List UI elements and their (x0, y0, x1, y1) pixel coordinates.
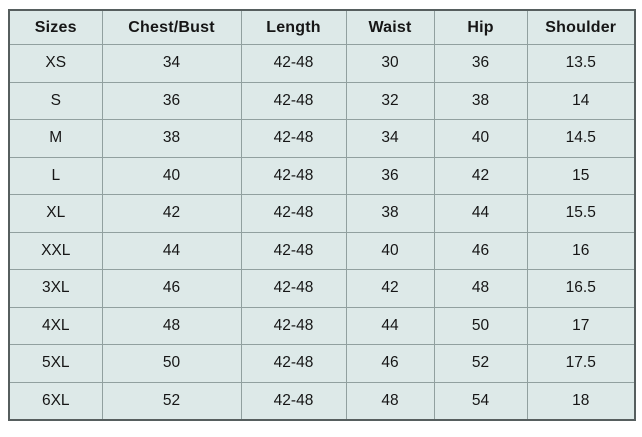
table-cell: 40 (101, 156, 242, 195)
table-cell: 40 (433, 119, 528, 158)
table-cell: 50 (101, 344, 242, 383)
table-cell: 38 (345, 194, 435, 233)
size-chart-table: Sizes Chest/Bust Length Waist Hip Should… (8, 9, 636, 421)
table-cell: 42-48 (240, 231, 347, 270)
table-cell: 52 (433, 344, 528, 383)
table-cell: 42-48 (240, 119, 347, 158)
table-cell: 48 (345, 381, 435, 421)
table-cell: 42-48 (240, 44, 347, 83)
col-header-chest-bust: Chest/Bust (101, 9, 242, 45)
table-cell: 48 (433, 269, 528, 308)
table-row-xs: XS 34 42-48 30 36 13.5 (8, 44, 636, 83)
table-cell: 42-48 (240, 344, 347, 383)
table-cell: 13.5 (526, 44, 636, 83)
col-header-shoulder: Shoulder (526, 9, 636, 45)
table-row-l: L 40 42-48 36 42 15 (8, 156, 636, 195)
table-cell: 42-48 (240, 156, 347, 195)
table-cell: 46 (101, 269, 242, 308)
size-label: 5XL (8, 344, 103, 383)
size-label: XL (8, 194, 103, 233)
size-label: 6XL (8, 381, 103, 421)
table-row-5xl: 5XL 50 42-48 46 52 17.5 (8, 344, 636, 383)
table-cell: 42-48 (240, 81, 347, 120)
table-cell: 50 (433, 306, 528, 345)
table-cell: 18 (526, 381, 636, 421)
table-cell: 16 (526, 231, 636, 270)
col-header-length: Length (240, 9, 347, 45)
table-cell: 32 (345, 81, 435, 120)
size-label: XS (8, 44, 103, 83)
table-cell: 14.5 (526, 119, 636, 158)
table-cell: 14 (526, 81, 636, 120)
table-cell: 42-48 (240, 306, 347, 345)
table-cell: 42-48 (240, 269, 347, 308)
table-cell: 44 (101, 231, 242, 270)
table-cell: 42-48 (240, 381, 347, 421)
size-label: 3XL (8, 269, 103, 308)
table-cell: 42 (345, 269, 435, 308)
table-cell: 40 (345, 231, 435, 270)
table-body: XS 34 42-48 30 36 13.5 S 36 42-48 32 38 … (8, 44, 636, 421)
table-cell: 38 (433, 81, 528, 120)
table-cell: 54 (433, 381, 528, 421)
table-cell: 34 (345, 119, 435, 158)
col-header-waist: Waist (345, 9, 435, 45)
table-row-3xl: 3XL 46 42-48 42 48 16.5 (8, 269, 636, 308)
table-header: Sizes Chest/Bust Length Waist Hip Should… (8, 9, 636, 45)
size-label: XXL (8, 231, 103, 270)
table-cell: 15.5 (526, 194, 636, 233)
table-cell: 42-48 (240, 194, 347, 233)
table-cell: 16.5 (526, 269, 636, 308)
size-label: 4XL (8, 306, 103, 345)
table-row-4xl: 4XL 48 42-48 44 50 17 (8, 306, 636, 345)
table-cell: 30 (345, 44, 435, 83)
size-label: M (8, 119, 103, 158)
table-cell: 44 (345, 306, 435, 345)
header-row: Sizes Chest/Bust Length Waist Hip Should… (8, 9, 636, 45)
table-cell: 36 (101, 81, 242, 120)
size-label: S (8, 81, 103, 120)
table-cell: 36 (345, 156, 435, 195)
table-cell: 42 (433, 156, 528, 195)
col-header-sizes: Sizes (8, 9, 103, 45)
table-cell: 17 (526, 306, 636, 345)
table-cell: 38 (101, 119, 242, 158)
table-row-6xl: 6XL 52 42-48 48 54 18 (8, 381, 636, 421)
table-cell: 17.5 (526, 344, 636, 383)
table-row-s: S 36 42-48 32 38 14 (8, 81, 636, 120)
table-row-m: M 38 42-48 34 40 14.5 (8, 119, 636, 158)
table-cell: 36 (433, 44, 528, 83)
table-cell: 44 (433, 194, 528, 233)
table-cell: 34 (101, 44, 242, 83)
table-cell: 46 (433, 231, 528, 270)
table-cell: 42 (101, 194, 242, 233)
col-header-hip: Hip (433, 9, 528, 45)
table-cell: 52 (101, 381, 242, 421)
table-cell: 15 (526, 156, 636, 195)
table-row-xl: XL 42 42-48 38 44 15.5 (8, 194, 636, 233)
size-label: L (8, 156, 103, 195)
table-cell: 46 (345, 344, 435, 383)
table-row-xxl: XXL 44 42-48 40 46 16 (8, 231, 636, 270)
table-cell: 48 (101, 306, 242, 345)
